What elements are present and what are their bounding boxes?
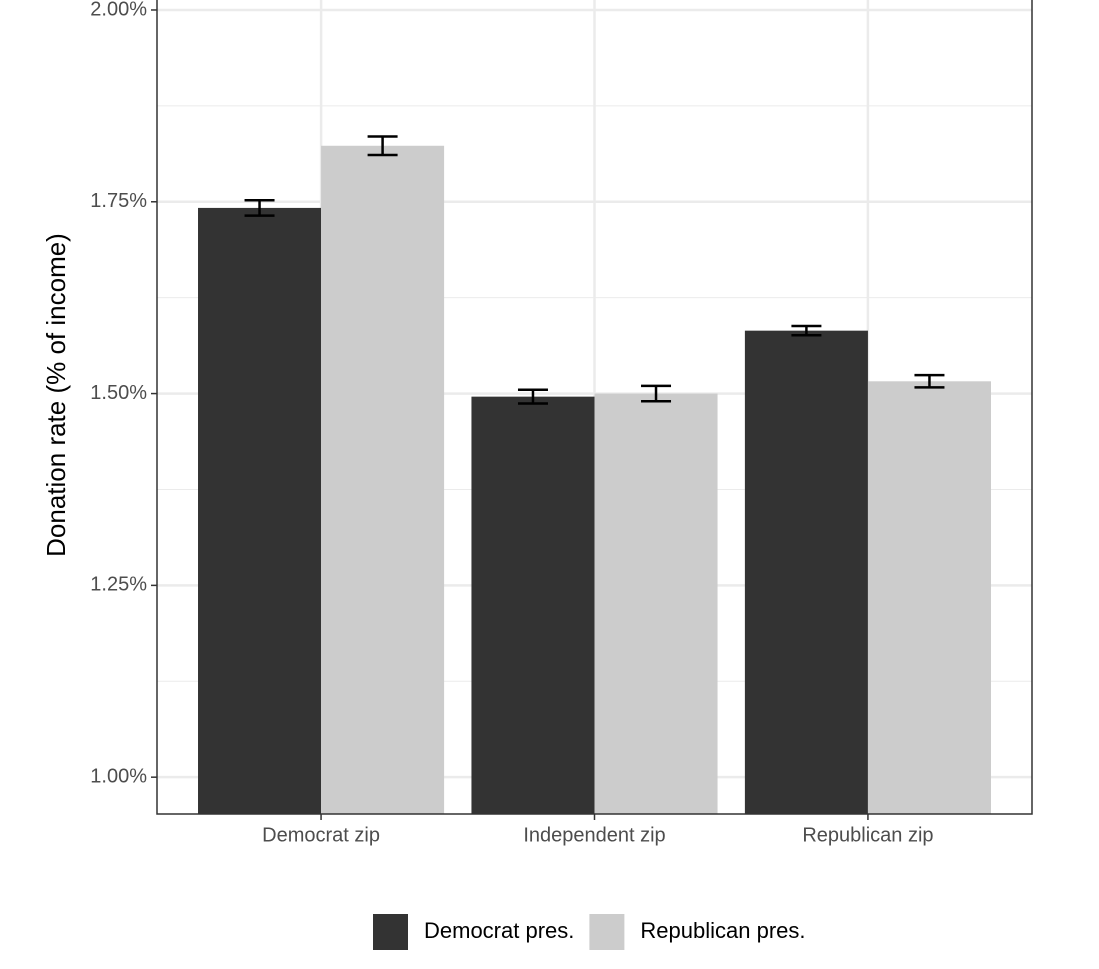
bar [321,145,445,815]
error-bar [791,324,822,337]
x-tick-label: Republican zip [802,824,933,846]
y-tick-label: 2.00% [90,0,147,20]
plot-border [156,0,1033,815]
error-bar [517,388,548,405]
bar [198,207,322,815]
bar [471,396,595,814]
legend-swatch [589,914,625,950]
bar [594,393,718,814]
x-tick-label: Democrat zip [262,824,380,846]
legend-label: Democrat pres. [424,918,574,943]
y-tick-label: 1.75% [90,190,147,212]
x-tick-label: Independent zip [523,824,665,846]
legend-label: Republican pres. [640,918,805,943]
error-bar [367,135,398,157]
error-bar [641,384,672,403]
y-axis-title: Donation rate (% of income) [41,233,71,557]
legend-swatch [373,914,408,950]
y-tick-label: 1.25% [90,574,147,596]
error-bar [244,198,275,217]
bar [867,381,991,814]
error-bar [914,373,945,389]
y-tick-label: 1.00% [90,765,147,787]
bar [744,330,868,814]
y-tick-label: 1.50% [90,382,147,404]
